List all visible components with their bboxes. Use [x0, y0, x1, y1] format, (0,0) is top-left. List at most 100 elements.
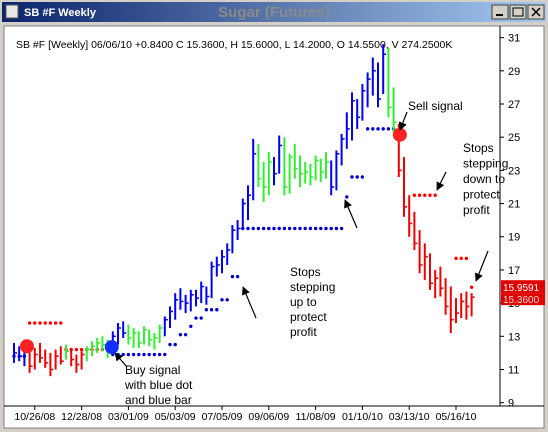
title-bar — [2, 2, 546, 22]
annotation: down to — [463, 172, 505, 186]
stop-dot — [324, 226, 328, 231]
price-label: 15.3600 — [503, 295, 540, 306]
x-tick-label: 11/08/09 — [296, 411, 336, 423]
window-icon — [5, 4, 19, 19]
annotation: Sell signal — [408, 99, 463, 113]
stop-dot — [194, 316, 198, 320]
minimize-button[interactable] — [491, 4, 509, 20]
x-tick-label: 05/03/09 — [155, 411, 196, 423]
window-title: SB #F Weekly — [24, 7, 97, 19]
annotation: with blue dot — [124, 378, 193, 392]
signal-dot — [392, 127, 407, 142]
x-tick-label: 10/26/08 — [14, 411, 55, 423]
annotation: stepping — [463, 157, 508, 171]
stop-dot — [376, 127, 380, 131]
stop-dot — [59, 321, 63, 325]
stop-dot — [386, 127, 391, 131]
y-tick-label: 11 — [508, 364, 519, 376]
window-controls — [491, 4, 545, 20]
stop-dot — [199, 316, 203, 320]
y-tick-label: 25 — [508, 132, 520, 144]
stop-dot — [48, 321, 53, 325]
stop-dot — [189, 324, 193, 329]
y-tick-label: 21 — [508, 199, 520, 211]
arrow — [114, 352, 128, 368]
stop-dot — [53, 321, 58, 325]
stop-dot — [412, 193, 417, 197]
annotation-arrows — [114, 111, 489, 368]
stop-dot — [417, 193, 422, 197]
stop-dot — [147, 352, 151, 357]
stop-dot — [121, 352, 125, 357]
stop-dot — [308, 226, 313, 231]
annotation: protect — [290, 310, 327, 324]
stop-dot — [220, 298, 224, 302]
stop-dot — [79, 347, 84, 352]
info-line: SB #F [Weekly] 06/06/10 +0.8400 C 15.360… — [16, 39, 452, 51]
stop-dot — [256, 226, 261, 231]
arrow — [242, 286, 257, 319]
y-tick-label: 13 — [508, 331, 520, 343]
stop-dot — [329, 226, 333, 231]
stop-dot — [319, 226, 323, 231]
y-tick-label: 9 — [508, 398, 514, 410]
annotation: stepping — [290, 280, 335, 294]
stop-dot — [433, 193, 437, 197]
stop-dot — [142, 352, 146, 357]
stop-dot — [428, 193, 432, 197]
plot: 9111315171921232527293110/26/0812/28/080… — [12, 33, 545, 423]
stop-dot — [459, 256, 463, 261]
chart-title: Sugar (Futures) — [218, 4, 330, 21]
stop-dot — [178, 332, 183, 337]
stop-dot — [272, 226, 276, 231]
y-tick-label: 31 — [508, 33, 520, 45]
stop-dot — [298, 226, 302, 231]
stop-dot — [267, 226, 271, 231]
arrow — [344, 199, 358, 229]
price-label-box — [501, 280, 545, 294]
stop-dot — [157, 352, 162, 357]
annotation: up to — [290, 295, 317, 309]
stop-dot — [313, 226, 318, 231]
stop-dot — [287, 226, 292, 231]
close-icon — [531, 7, 541, 17]
stop-dot — [365, 127, 370, 131]
stop-dot — [293, 226, 297, 231]
maximize-icon — [512, 7, 524, 17]
y-tick-label: 27 — [508, 99, 520, 111]
stop-dot — [350, 175, 354, 179]
stop-dot — [423, 193, 427, 197]
stop-dot — [183, 332, 188, 337]
stop-dot — [303, 226, 307, 231]
stop-dot — [209, 308, 214, 312]
stop-dot — [38, 321, 42, 325]
signal-dot — [20, 339, 34, 354]
stop-dot — [345, 195, 349, 199]
stop-dot — [277, 226, 281, 231]
stop-dot — [464, 256, 469, 261]
stop-dot — [371, 127, 375, 131]
stop-dot — [251, 226, 255, 231]
stop-dot — [168, 342, 172, 347]
y-tick-label: 19 — [508, 232, 520, 244]
stop-dot — [131, 352, 136, 357]
stop-dot — [173, 342, 177, 347]
arrow — [474, 250, 489, 282]
stop-dot — [43, 321, 47, 325]
stop-dot — [454, 256, 458, 261]
annotation: profit — [463, 203, 490, 217]
x-tick-label: 01/10/10 — [342, 411, 383, 423]
stop-dot — [204, 308, 209, 312]
stop-dot — [469, 285, 474, 289]
price-label-box — [501, 293, 545, 306]
stop-dot — [225, 298, 229, 302]
maximize-button[interactable] — [509, 4, 527, 20]
stop-dot — [152, 352, 157, 357]
y-tick-label: 23 — [508, 165, 520, 177]
annotation: profit — [290, 325, 317, 339]
stop-dot — [381, 127, 385, 131]
stop-dot — [126, 352, 131, 357]
stop-dot — [355, 175, 359, 179]
stop-dot — [137, 352, 141, 357]
